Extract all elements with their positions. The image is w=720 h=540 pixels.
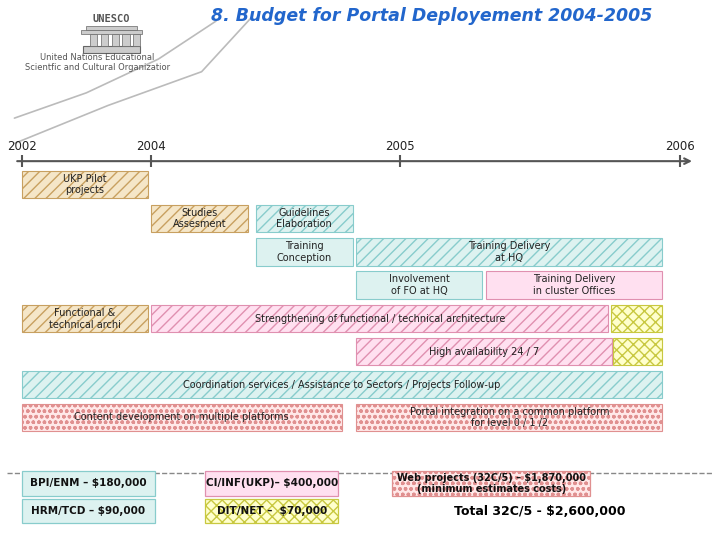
Text: Portal integration on a common platform
for level 0 / 1 /2: Portal integration on a common platform … [410,407,609,428]
Text: Strengthening of functional / technical architecture: Strengthening of functional / technical … [255,314,505,323]
Text: 2004: 2004 [136,140,166,153]
Text: DIT/NET –  $70,000: DIT/NET – $70,000 [217,506,327,516]
Bar [611,305,662,333]
Bar [86,26,137,30]
Text: Total 32C/5 - $2,600,000: Total 32C/5 - $2,600,000 [454,505,626,518]
Bar [392,471,590,496]
Bar [256,205,353,232]
Text: UNESCO: UNESCO [93,15,130,24]
Bar [356,271,482,299]
Bar [112,33,119,46]
Bar [22,305,148,333]
Text: United Nations Educational
Scientfic and Cultural Organizatior: United Nations Educational Scientfic and… [24,53,170,72]
Bar [22,404,342,431]
Text: BPI/ENM – $180,000: BPI/ENM – $180,000 [30,478,146,489]
Text: High availability 24 / 7: High availability 24 / 7 [429,347,539,356]
Text: Functional &
technical archi: Functional & technical archi [49,308,120,329]
Text: 2005: 2005 [384,140,415,153]
Bar [613,338,662,366]
Text: Studies
Assesment: Studies Assesment [173,207,227,229]
Bar [356,404,662,431]
Bar [256,238,353,266]
Bar [205,471,338,496]
Bar [486,271,662,299]
Bar [22,498,155,523]
Text: 2002: 2002 [6,140,37,153]
Bar [90,33,97,46]
Bar [22,471,155,496]
Text: Coordination services / Assistance to Sectors / Projects Follow-up: Coordination services / Assistance to Se… [184,380,500,389]
Text: Training Delivery
at HQ: Training Delivery at HQ [468,241,551,263]
Bar [101,33,108,46]
Bar [22,371,662,399]
Bar [22,171,148,198]
Bar [356,338,612,366]
Text: Involvement
of FO at HQ: Involvement of FO at HQ [389,274,450,296]
Text: 8. Budget for Portal Deployement 2004-2005: 8. Budget for Portal Deployement 2004-20… [211,7,653,25]
Text: Training
Conception: Training Conception [276,241,332,263]
Bar [151,205,248,232]
Bar [133,33,140,46]
Text: 2006: 2006 [665,140,696,153]
Bar [122,33,130,46]
Text: Training Delivery
in cluster Offices: Training Delivery in cluster Offices [533,274,616,296]
Text: Web projects (32C/5) – $1,870,000
(minimum estimates costs): Web projects (32C/5) – $1,870,000 (minim… [397,472,586,494]
Bar [356,238,662,266]
Bar [81,30,142,33]
Bar [83,46,140,53]
Bar [205,498,338,523]
Text: HRM/TCD – $90,000: HRM/TCD – $90,000 [31,506,145,516]
Text: CI/INF(UKP)– $400,000: CI/INF(UKP)– $400,000 [206,478,338,489]
Text: Guidelines
Elaboration: Guidelines Elaboration [276,207,332,229]
Text: UKP Pilot
projects: UKP Pilot projects [63,174,107,195]
Bar [151,305,608,333]
Text: Content development on multiple platforms: Content development on multiple platform… [74,413,289,422]
